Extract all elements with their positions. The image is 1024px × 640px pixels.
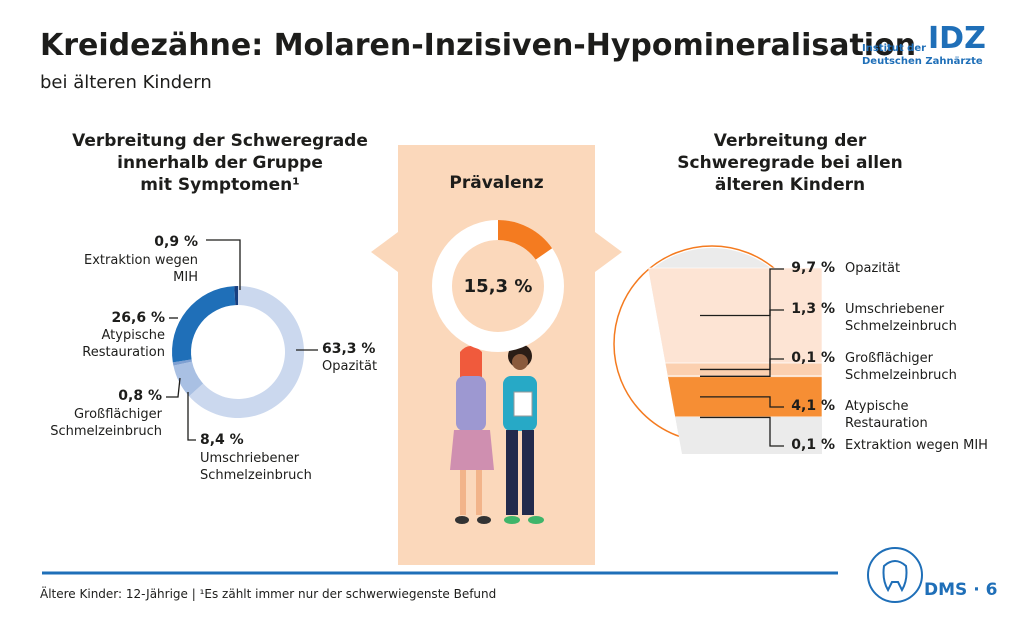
donut-segment — [172, 359, 193, 366]
value-label: 8,4 % — [200, 432, 244, 448]
value-label: 1,3 % — [791, 301, 835, 317]
leader-line — [700, 358, 784, 377]
dms-badge: DMS · 6 — [924, 580, 998, 600]
category-label: Umschriebener Schmelzeinbruch — [200, 451, 312, 483]
donut-segment — [234, 286, 238, 306]
prevalence-panel — [371, 145, 622, 565]
leader-line — [700, 309, 784, 371]
slice-segment — [642, 267, 822, 364]
subtitle: bei älteren Kindern — [40, 72, 212, 93]
leader-line — [700, 416, 784, 447]
leader-line — [206, 239, 241, 290]
value-label: 26,6 % — [111, 310, 165, 326]
leader-line — [700, 396, 784, 408]
category-label: Großflächiger Schmelzeinbruch — [50, 407, 162, 439]
people-illustration — [450, 344, 544, 524]
title: Kreidezähne: Molaren-Inzisiven-Hypominer… — [40, 28, 917, 63]
value-label: 63,3 % — [322, 341, 376, 357]
logo-mark: IDZ — [928, 21, 986, 56]
donut-segment — [498, 220, 553, 260]
donut-segment — [173, 361, 204, 397]
category-label: Atypische Restauration — [82, 328, 165, 360]
footnote: Ältere Kinder: 12-Jährige | ¹Es zählt im… — [40, 587, 497, 601]
donut-segment — [172, 286, 236, 363]
value-label: 0,1 % — [791, 350, 835, 366]
value-label: 15,3 % — [463, 276, 533, 297]
chart-title: Verbreitung der Schweregrade innerhalb d… — [72, 131, 368, 195]
value-label: 4,1 % — [791, 398, 835, 414]
category-label: Extraktion wegen MIH — [845, 438, 988, 453]
value-label: 0,1 % — [791, 437, 835, 453]
category-label: Opazität — [322, 359, 378, 374]
leader-line — [187, 392, 196, 441]
value-label: 0,8 % — [118, 388, 162, 404]
chart-title: Prävalenz — [449, 173, 544, 193]
category-label: Atypische Restauration — [845, 399, 928, 431]
leader-line — [166, 377, 181, 398]
logo-text: Institut der Deutschen Zahnärzte — [862, 43, 983, 67]
dms-badge-icon — [867, 547, 923, 603]
chart-title: Verbreitung der Schweregrade bei allen ä… — [677, 131, 903, 195]
category-label: Extraktion wegen MIH — [84, 253, 198, 285]
leader-line — [700, 268, 784, 317]
category-label: Umschriebener Schmelzeinbruch — [845, 302, 957, 334]
value-label: 0,9 % — [154, 234, 198, 250]
donut-segment — [189, 286, 304, 418]
value-label: 9,7 % — [791, 260, 835, 276]
category-label: Opazität — [845, 261, 901, 276]
category-label: Großflächiger Schmelzeinbruch — [845, 351, 957, 383]
